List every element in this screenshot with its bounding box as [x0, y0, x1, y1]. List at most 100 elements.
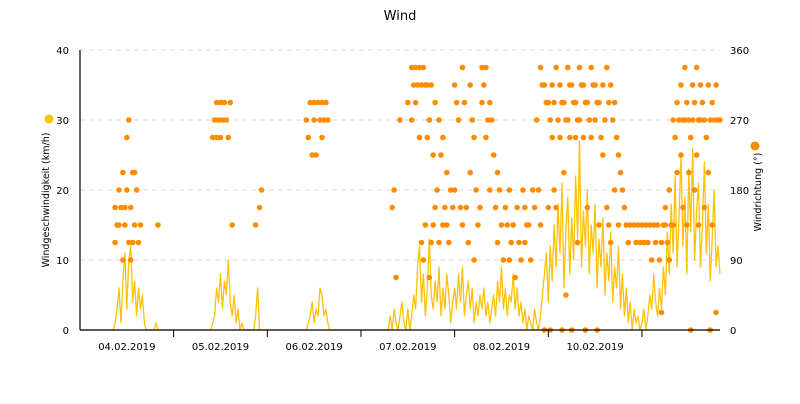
- direction-point: [512, 274, 518, 281]
- direction-point: [678, 82, 684, 88]
- direction-point: [444, 169, 450, 176]
- direction-point: [549, 82, 555, 88]
- direction-point: [483, 134, 489, 141]
- grid-lines: [80, 49, 720, 261]
- direction-point: [416, 134, 423, 141]
- direction-point: [709, 99, 715, 106]
- direction-point: [459, 64, 466, 71]
- direction-point: [465, 239, 472, 246]
- direction-point: [670, 222, 676, 228]
- direction-point: [389, 204, 396, 211]
- direction-point: [451, 82, 458, 88]
- direction-point: [592, 117, 598, 123]
- direction-point: [691, 99, 698, 106]
- direction-point: [137, 222, 144, 228]
- direction-point: [319, 99, 325, 106]
- x-tick-label: 07.02.2019: [379, 342, 436, 353]
- direction-point: [606, 99, 612, 106]
- direction-point: [492, 204, 499, 211]
- y-right-tick-label: 270: [730, 116, 749, 127]
- direction-point: [545, 99, 552, 106]
- direction-point: [684, 99, 690, 106]
- direction-point: [461, 99, 468, 106]
- direction-point: [455, 117, 462, 123]
- direction-point: [124, 187, 130, 193]
- direction-point: [436, 117, 442, 123]
- direction-point: [211, 117, 218, 123]
- direction-point: [467, 82, 474, 88]
- direction-point: [229, 222, 235, 228]
- direction-point: [623, 222, 630, 228]
- direction-point: [131, 169, 138, 176]
- direction-point: [496, 187, 503, 193]
- direction-point: [126, 117, 132, 123]
- direction-point: [557, 134, 563, 141]
- direction-point: [428, 239, 435, 246]
- direction-point: [701, 117, 708, 123]
- direction-point: [604, 64, 610, 71]
- direction-point: [584, 204, 591, 211]
- direction-point: [689, 117, 696, 123]
- direction-point: [323, 99, 329, 106]
- direction-point: [701, 204, 708, 211]
- direction-point: [686, 169, 692, 176]
- direction-point: [565, 64, 571, 71]
- x-tick-labels: 04.02.2019 05.02.2019 06.02.2019 07.02.2019…: [98, 330, 643, 353]
- y-right-tick-label: 90: [730, 256, 743, 267]
- direction-point: [662, 222, 669, 228]
- direction-point: [487, 187, 493, 193]
- y-left-label: Windgeschwindigkeit (km/h): [41, 133, 52, 268]
- direction-point: [508, 239, 514, 246]
- direction-point: [680, 204, 686, 211]
- direction-point: [574, 239, 581, 246]
- direction-point: [451, 187, 458, 193]
- direction-point: [424, 82, 431, 88]
- direction-point: [713, 309, 719, 316]
- direction-point: [604, 204, 610, 211]
- direction-point: [652, 239, 659, 246]
- direction-point: [155, 222, 161, 228]
- direction-point: [124, 134, 130, 141]
- direction-point: [658, 309, 665, 316]
- y-right-tick-label: 0: [730, 326, 736, 337]
- chart-title: Wind: [384, 9, 417, 24]
- direction-point: [674, 99, 680, 106]
- y-right-tick-label: 360: [730, 46, 749, 57]
- direction-point: [549, 134, 555, 141]
- direction-point: [561, 169, 567, 176]
- direction-point: [633, 239, 639, 246]
- direction-point: [432, 99, 438, 106]
- direction-point: [215, 117, 222, 123]
- direction-point: [568, 82, 575, 88]
- direction-point: [463, 204, 470, 211]
- direction-point: [223, 117, 230, 123]
- direction-point: [527, 257, 534, 263]
- direction-point: [510, 222, 516, 228]
- direction-point: [586, 117, 593, 123]
- direction-point: [487, 99, 493, 106]
- direction-point: [127, 204, 134, 211]
- direction-point: [516, 239, 522, 246]
- direction-point: [410, 82, 417, 88]
- direction-point: [699, 99, 706, 106]
- axes: [79, 50, 720, 331]
- direction-point: [219, 117, 226, 123]
- direction-point: [469, 117, 476, 123]
- direction-point: [116, 187, 122, 193]
- direction-point: [500, 257, 507, 263]
- direction-point: [703, 134, 710, 141]
- direction-point: [537, 222, 544, 228]
- direction-point: [643, 222, 649, 228]
- direction-point: [473, 187, 479, 193]
- y-left-tick-label: 30: [56, 116, 69, 127]
- direction-point: [551, 99, 557, 106]
- direction-point: [584, 99, 591, 106]
- direction-point: [122, 222, 128, 228]
- direction-point: [553, 64, 559, 71]
- direction-point: [650, 222, 657, 228]
- direction-point: [656, 257, 663, 263]
- direction-point: [430, 222, 437, 228]
- direction-point: [563, 292, 569, 298]
- direction-point: [588, 134, 594, 141]
- direction-point: [526, 222, 532, 228]
